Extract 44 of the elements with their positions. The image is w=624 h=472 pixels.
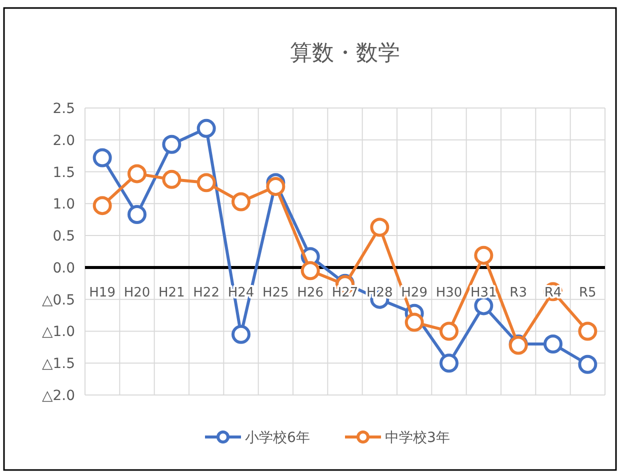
point <box>92 148 112 168</box>
legend-label: 中学校3年 <box>385 430 450 446</box>
y-tick-label: 0.5 <box>52 228 75 245</box>
point <box>440 322 458 341</box>
x-tick-label: H22 <box>193 285 220 300</box>
point <box>162 134 182 154</box>
point <box>578 354 598 374</box>
point <box>162 170 182 189</box>
x-tick-label: H25 <box>262 285 289 300</box>
point <box>92 196 112 216</box>
point <box>544 334 562 354</box>
point <box>196 118 216 138</box>
y-tick-label: 2.0 <box>52 132 75 149</box>
point <box>404 312 424 332</box>
x-tick-label: H30 <box>436 285 462 300</box>
point <box>196 173 216 192</box>
x-tick-label: H20 <box>124 285 150 300</box>
point <box>300 261 320 280</box>
point <box>128 205 146 224</box>
point <box>474 296 494 316</box>
y-tick-label: 2.5 <box>52 101 75 117</box>
y-tick-label: 1.0 <box>52 196 75 213</box>
chart-title: 算数・数学 <box>290 41 400 66</box>
legend-label: 小学校6年 <box>245 430 310 446</box>
point <box>440 354 458 373</box>
point <box>232 192 250 212</box>
y-tick-label: △2.0 <box>42 388 75 404</box>
x-tick-label: R3 <box>510 285 527 300</box>
y-tick-label: △1.0 <box>42 324 75 340</box>
x-tick-label: H21 <box>158 285 185 300</box>
point <box>578 322 598 341</box>
x-tick-label: H31 <box>470 285 497 300</box>
point <box>128 164 146 184</box>
y-tick-label: △0.5 <box>42 292 75 308</box>
point <box>370 218 390 237</box>
y-tick-label: △1.5 <box>42 356 75 372</box>
point <box>266 176 286 196</box>
x-tick-label: H26 <box>297 285 324 300</box>
point <box>474 246 494 265</box>
x-tick-label: R5 <box>579 285 596 300</box>
x-tick-label: H19 <box>89 285 116 300</box>
point <box>232 324 250 344</box>
y-tick-label: 1.5 <box>52 164 75 181</box>
y-tick-label: 0.0 <box>52 260 75 276</box>
